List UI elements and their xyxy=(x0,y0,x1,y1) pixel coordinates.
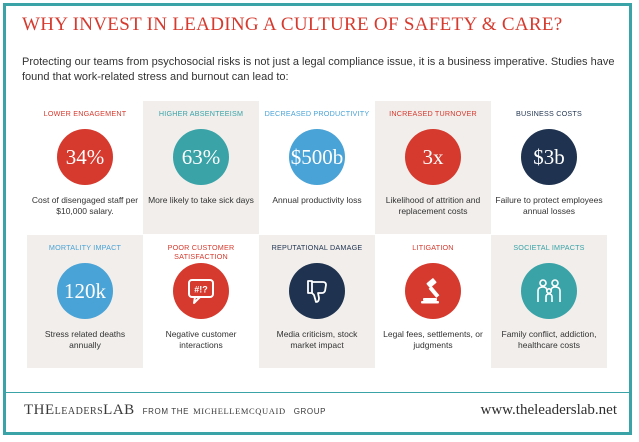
family-icon xyxy=(521,263,577,319)
logo-lab: LAB xyxy=(103,402,135,418)
impact-card: LITIGATION Legal fees, settlements, or ju… xyxy=(375,235,491,368)
impact-card-title: SOCIETAL IMPACTS xyxy=(513,243,585,252)
impact-card-title: LOWER ENGAGEMENT xyxy=(43,109,127,118)
impact-card-title: HIGHER ABSENTEEISM xyxy=(158,109,244,118)
impact-card-description: Negative customer interactions xyxy=(165,329,237,350)
impact-card: HIGHER ABSENTEEISM 63% More likely to take… xyxy=(143,101,259,234)
impact-card-title: POOR CUSTOMER SATISFACTION xyxy=(167,243,235,261)
page-title: WHY INVEST IN LEADING A CULTURE OF SAFET… xyxy=(22,14,563,35)
impact-card: DECREASED PRODUCTIVITY $500b Annual produc… xyxy=(259,101,375,234)
infographic-frame xyxy=(3,3,632,435)
impact-card-title: MORTALITY IMPACT xyxy=(48,243,122,252)
impact-card-title: LITIGATION xyxy=(412,243,454,252)
logo-group: GROUP xyxy=(293,407,327,416)
intro-text: Protecting our teams from psychosocial r… xyxy=(22,56,615,83)
impact-stat-circle: $3b xyxy=(521,129,577,185)
impact-card-description: Media criticism, stock market impact xyxy=(276,329,358,350)
impact-card-title: BUSINESS COSTS xyxy=(516,109,582,118)
impact-card-description: Likelihood of attrition and replacement … xyxy=(385,195,481,216)
impact-card-description: Family conflict, addiction, healthcare c… xyxy=(501,329,597,350)
impact-card-description: More likely to take sick days xyxy=(148,195,254,205)
impact-card: LOWER ENGAGEMENT 34% Cost of disengaged st… xyxy=(27,101,143,234)
logo-leaders: LEADERS xyxy=(54,406,104,417)
impact-card: INCREASED TURNOVER 3x Likelihood of attrit… xyxy=(375,101,491,234)
impact-card-title: DECREASED PRODUCTIVITY xyxy=(264,109,370,118)
leaders-lab-logo: THELEADERSLAB FROM THE MICHELLEMCQUAID G… xyxy=(24,402,326,419)
website-url[interactable]: www.theleaderslab.net xyxy=(480,402,617,418)
thumbs-down-icon xyxy=(289,263,345,319)
impact-card-title: INCREASED TURNOVER xyxy=(389,109,477,118)
logo-from: FROM THE xyxy=(142,407,190,416)
footer-divider xyxy=(6,392,629,393)
impact-stat-circle: 34% xyxy=(57,129,113,185)
impact-card: MORTALITY IMPACT 120k Stress related death… xyxy=(27,235,143,368)
impact-stat-circle: 63% xyxy=(173,129,229,185)
speech-bubble-icon: #!? xyxy=(173,263,229,319)
impact-card-description: Failure to protect employees annual loss… xyxy=(495,195,603,216)
impact-grid: LOWER ENGAGEMENT 34% Cost of disengaged st… xyxy=(27,101,607,369)
impact-card: REPUTATIONAL DAMAGE Media criticism, stoc… xyxy=(259,235,375,368)
impact-card-description: Legal fees, settlements, or judgments xyxy=(383,329,483,350)
impact-stat-circle: $500b xyxy=(289,129,345,185)
logo-brand: MICHELLEMCQUAID xyxy=(193,406,286,416)
impact-card-description: Stress related deaths annually xyxy=(44,329,126,350)
impact-stat-circle: 3x xyxy=(405,129,461,185)
svg-text:#!?: #!? xyxy=(194,285,208,295)
impact-card-description: Annual productivity loss xyxy=(272,195,362,205)
logo-the: THE xyxy=(24,402,55,418)
impact-stat-circle: 120k xyxy=(57,263,113,319)
impact-card-description: Cost of disengaged staff per $10,000 sal… xyxy=(31,195,139,216)
impact-card: POOR CUSTOMER SATISFACTION #!? Negative cu… xyxy=(143,235,259,368)
impact-card-title: REPUTATIONAL DAMAGE xyxy=(271,243,363,252)
impact-card: BUSINESS COSTS $3b Failure to protect empl… xyxy=(491,101,607,234)
gavel-icon xyxy=(405,263,461,319)
impact-card: SOCIETAL IMPACTS Family conflict, addicti… xyxy=(491,235,607,368)
